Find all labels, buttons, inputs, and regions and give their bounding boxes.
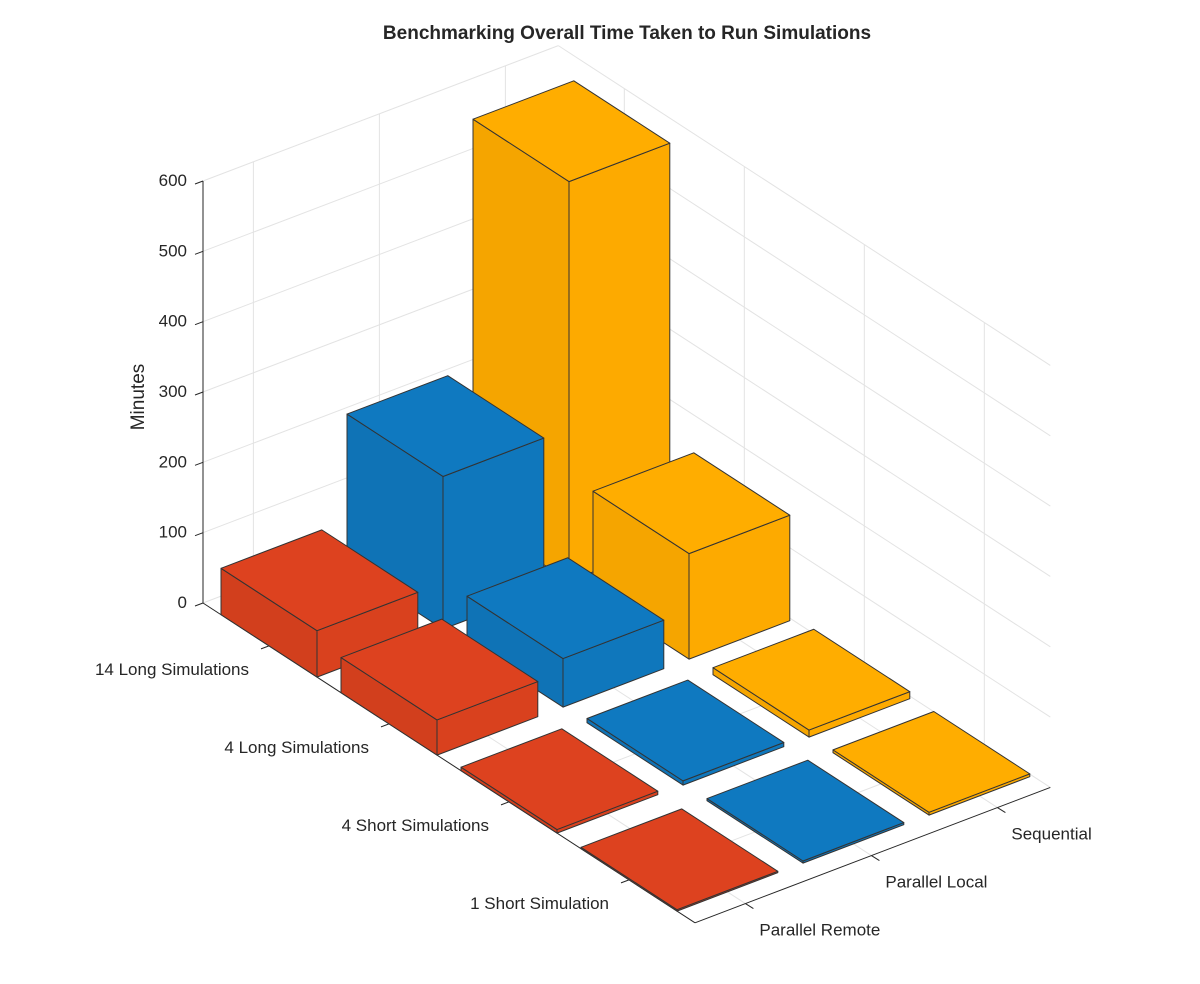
- z-axis-label: Minutes: [128, 364, 149, 431]
- category-tick-label: 14 Long Simulations: [95, 660, 249, 679]
- z-tick: [194, 602, 204, 607]
- bar: [580, 808, 779, 912]
- z-tick-label: 400: [159, 312, 187, 331]
- z-tick-label: 100: [159, 523, 187, 542]
- z-tick-label: 300: [159, 382, 187, 401]
- bar-top-face: [472, 80, 671, 183]
- bar: [460, 728, 659, 834]
- bar-top-face: [592, 452, 791, 555]
- z-tick-label: 500: [159, 241, 187, 260]
- category-tick: [500, 801, 510, 806]
- z-tick: [194, 180, 204, 185]
- series-tick-label: Parallel Local: [885, 873, 987, 892]
- bar: [586, 679, 785, 786]
- z-tick-label: 200: [159, 452, 187, 471]
- grid-line: [202, 45, 559, 182]
- grid-line: [558, 45, 1051, 366]
- chart-title: Benchmarking Overall Time Taken to Run S…: [383, 23, 871, 44]
- series-tick-label: Sequential: [1011, 825, 1091, 844]
- bar-top-face: [346, 375, 545, 477]
- bar: [340, 618, 539, 756]
- z-tick: [194, 391, 204, 396]
- category-tick: [380, 723, 390, 728]
- bar-top-face: [832, 710, 1031, 813]
- bar: [592, 452, 791, 660]
- bar-top-face: [580, 808, 779, 911]
- category-tick-label: 1 Short Simulation: [470, 894, 609, 913]
- bar-top-face: [706, 759, 905, 862]
- z-tick: [194, 250, 204, 255]
- category-tick: [620, 879, 630, 884]
- bar: [712, 628, 911, 738]
- bar-top-face: [586, 679, 785, 782]
- z-tick-label: 600: [159, 171, 187, 190]
- series-tick-label: Parallel Remote: [759, 921, 880, 940]
- z-tick-label: 0: [178, 593, 187, 612]
- bar: [220, 529, 419, 678]
- category-tick: [260, 645, 270, 650]
- bar-top-face: [466, 557, 665, 660]
- bar: [466, 557, 665, 708]
- series-tick: [745, 903, 754, 910]
- bar-top-face: [220, 529, 419, 632]
- bar: [832, 710, 1031, 816]
- category-tick-label: 4 Long Simulations: [224, 738, 369, 757]
- category-tick-label: 4 Short Simulations: [342, 816, 489, 835]
- bar-top-face: [712, 628, 911, 731]
- series-axis: [694, 786, 1051, 924]
- series-tick: [871, 855, 880, 862]
- series-tick: [997, 807, 1006, 814]
- bar: [706, 759, 905, 864]
- bar-top-face: [460, 728, 659, 831]
- bar-top-face: [340, 618, 539, 721]
- z-tick: [194, 461, 204, 466]
- z-tick: [194, 532, 204, 537]
- z-tick: [194, 321, 204, 326]
